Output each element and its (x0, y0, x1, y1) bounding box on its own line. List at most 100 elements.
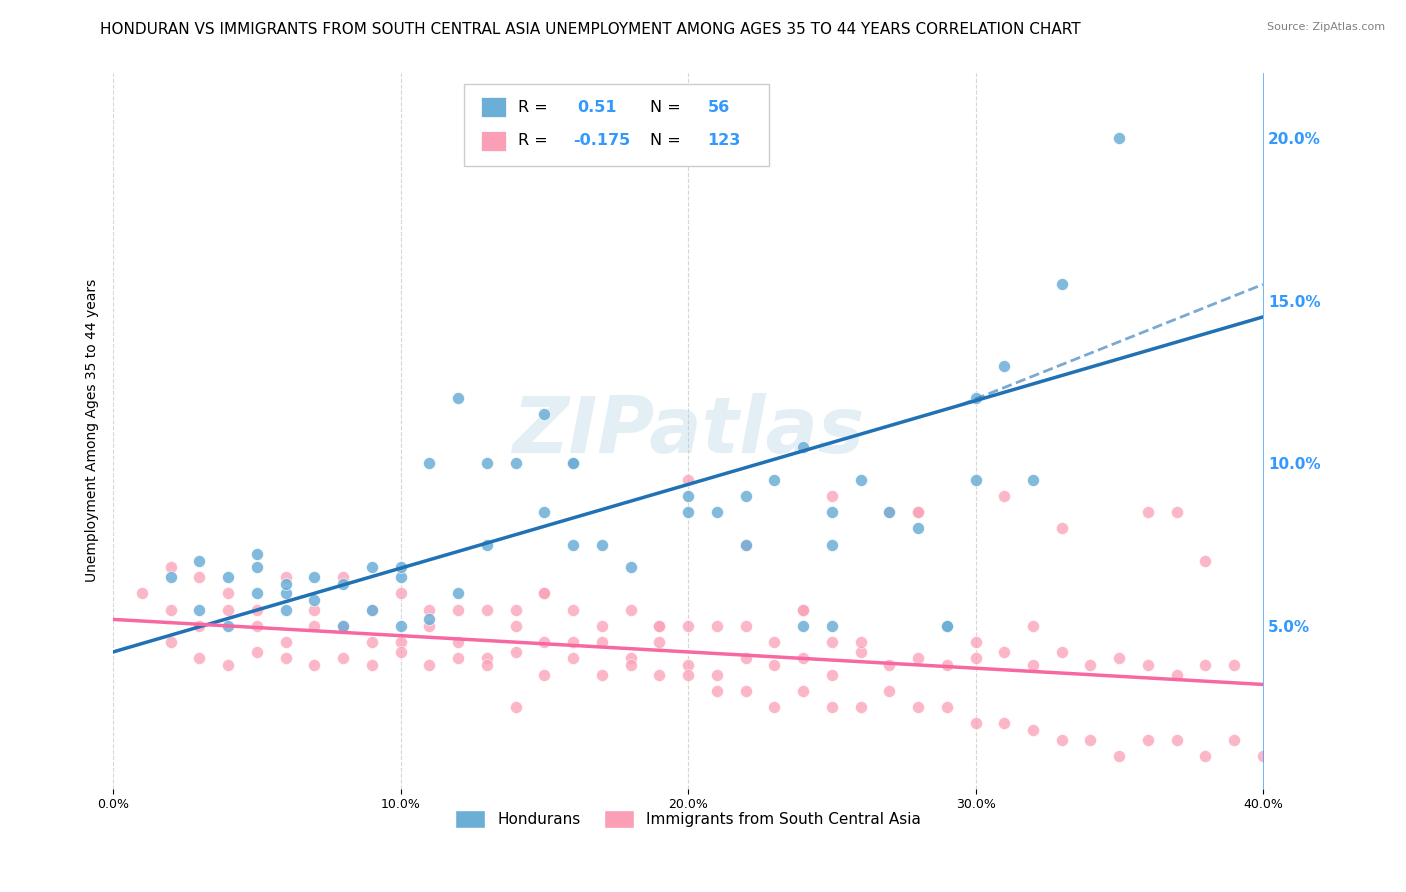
Point (849, 635, 872, 649)
Point (821, 667, 844, 681)
Point (1022, 473, 1045, 487)
Point (304, 619, 326, 633)
Text: Source: ZipAtlas.com: Source: ZipAtlas.com (1267, 22, 1385, 32)
Point (907, 505, 929, 519)
Point (274, 635, 297, 649)
Point (217, 657, 239, 672)
Point (993, 489, 1015, 503)
Point (792, 602, 814, 616)
Point (447, 651, 470, 665)
Point (246, 560, 269, 574)
Point (274, 586, 297, 600)
Point (1050, 732, 1073, 747)
Point (619, 651, 641, 665)
Point (648, 667, 671, 681)
Point (533, 408, 555, 422)
Point (676, 657, 699, 672)
Point (706, 667, 728, 681)
Point (188, 602, 211, 616)
Point (533, 505, 555, 519)
Point (332, 570, 354, 584)
Point (475, 657, 498, 672)
Text: ZIPatlas: ZIPatlas (512, 392, 865, 469)
Point (792, 619, 814, 633)
Point (533, 667, 555, 681)
Point (935, 657, 957, 672)
Point (965, 651, 987, 665)
Point (648, 619, 671, 633)
Point (217, 586, 239, 600)
Point (821, 538, 844, 552)
Point (821, 700, 844, 714)
Point (1108, 131, 1130, 145)
Point (332, 619, 354, 633)
Point (993, 359, 1015, 373)
Point (763, 700, 786, 714)
Point (332, 651, 354, 665)
Point (188, 570, 211, 584)
Point (159, 635, 181, 649)
Point (274, 570, 297, 584)
Point (562, 538, 585, 552)
Point (849, 473, 872, 487)
Point (849, 645, 872, 659)
Point (648, 619, 671, 633)
Point (763, 473, 786, 487)
Point (361, 560, 384, 574)
Point (418, 602, 440, 616)
Point (562, 635, 585, 649)
Point (562, 602, 585, 616)
Point (188, 554, 211, 568)
Point (676, 667, 699, 681)
Point (562, 651, 585, 665)
Point (447, 391, 470, 405)
Y-axis label: Unemployment Among Ages 35 to 44 years: Unemployment Among Ages 35 to 44 years (86, 279, 100, 582)
Point (792, 440, 814, 454)
Point (706, 505, 728, 519)
Point (734, 538, 756, 552)
Point (304, 570, 326, 584)
Point (734, 684, 756, 698)
Point (246, 602, 269, 616)
Point (389, 645, 412, 659)
Point (792, 602, 814, 616)
Point (1022, 619, 1045, 633)
Point (505, 700, 527, 714)
Point (159, 560, 181, 574)
Point (361, 635, 384, 649)
Point (935, 619, 957, 633)
Text: HONDURAN VS IMMIGRANTS FROM SOUTH CENTRAL ASIA UNEMPLOYMENT AMONG AGES 35 TO 44 : HONDURAN VS IMMIGRANTS FROM SOUTH CENTRA… (100, 22, 1081, 37)
Point (1022, 723, 1045, 737)
Point (304, 593, 326, 607)
Legend: Hondurans, Immigrants from South Central Asia: Hondurans, Immigrants from South Central… (449, 804, 928, 835)
Point (274, 576, 297, 591)
Point (877, 684, 900, 698)
Point (993, 645, 1015, 659)
Point (1223, 732, 1246, 747)
Point (821, 489, 844, 503)
Point (418, 612, 440, 626)
Text: R =: R = (517, 100, 553, 115)
Point (907, 505, 929, 519)
Point (877, 505, 900, 519)
Point (159, 602, 181, 616)
Point (1136, 657, 1159, 672)
Point (792, 684, 814, 698)
Text: R =: R = (517, 134, 553, 148)
Point (505, 456, 527, 470)
Point (389, 635, 412, 649)
Point (734, 619, 756, 633)
Point (447, 635, 470, 649)
Point (533, 586, 555, 600)
Point (935, 619, 957, 633)
Point (706, 619, 728, 633)
Point (274, 651, 297, 665)
Point (217, 602, 239, 616)
Point (676, 505, 699, 519)
Point (304, 657, 326, 672)
Point (389, 560, 412, 574)
Point (562, 456, 585, 470)
Point (1136, 505, 1159, 519)
Point (1251, 749, 1274, 764)
Point (1194, 657, 1216, 672)
